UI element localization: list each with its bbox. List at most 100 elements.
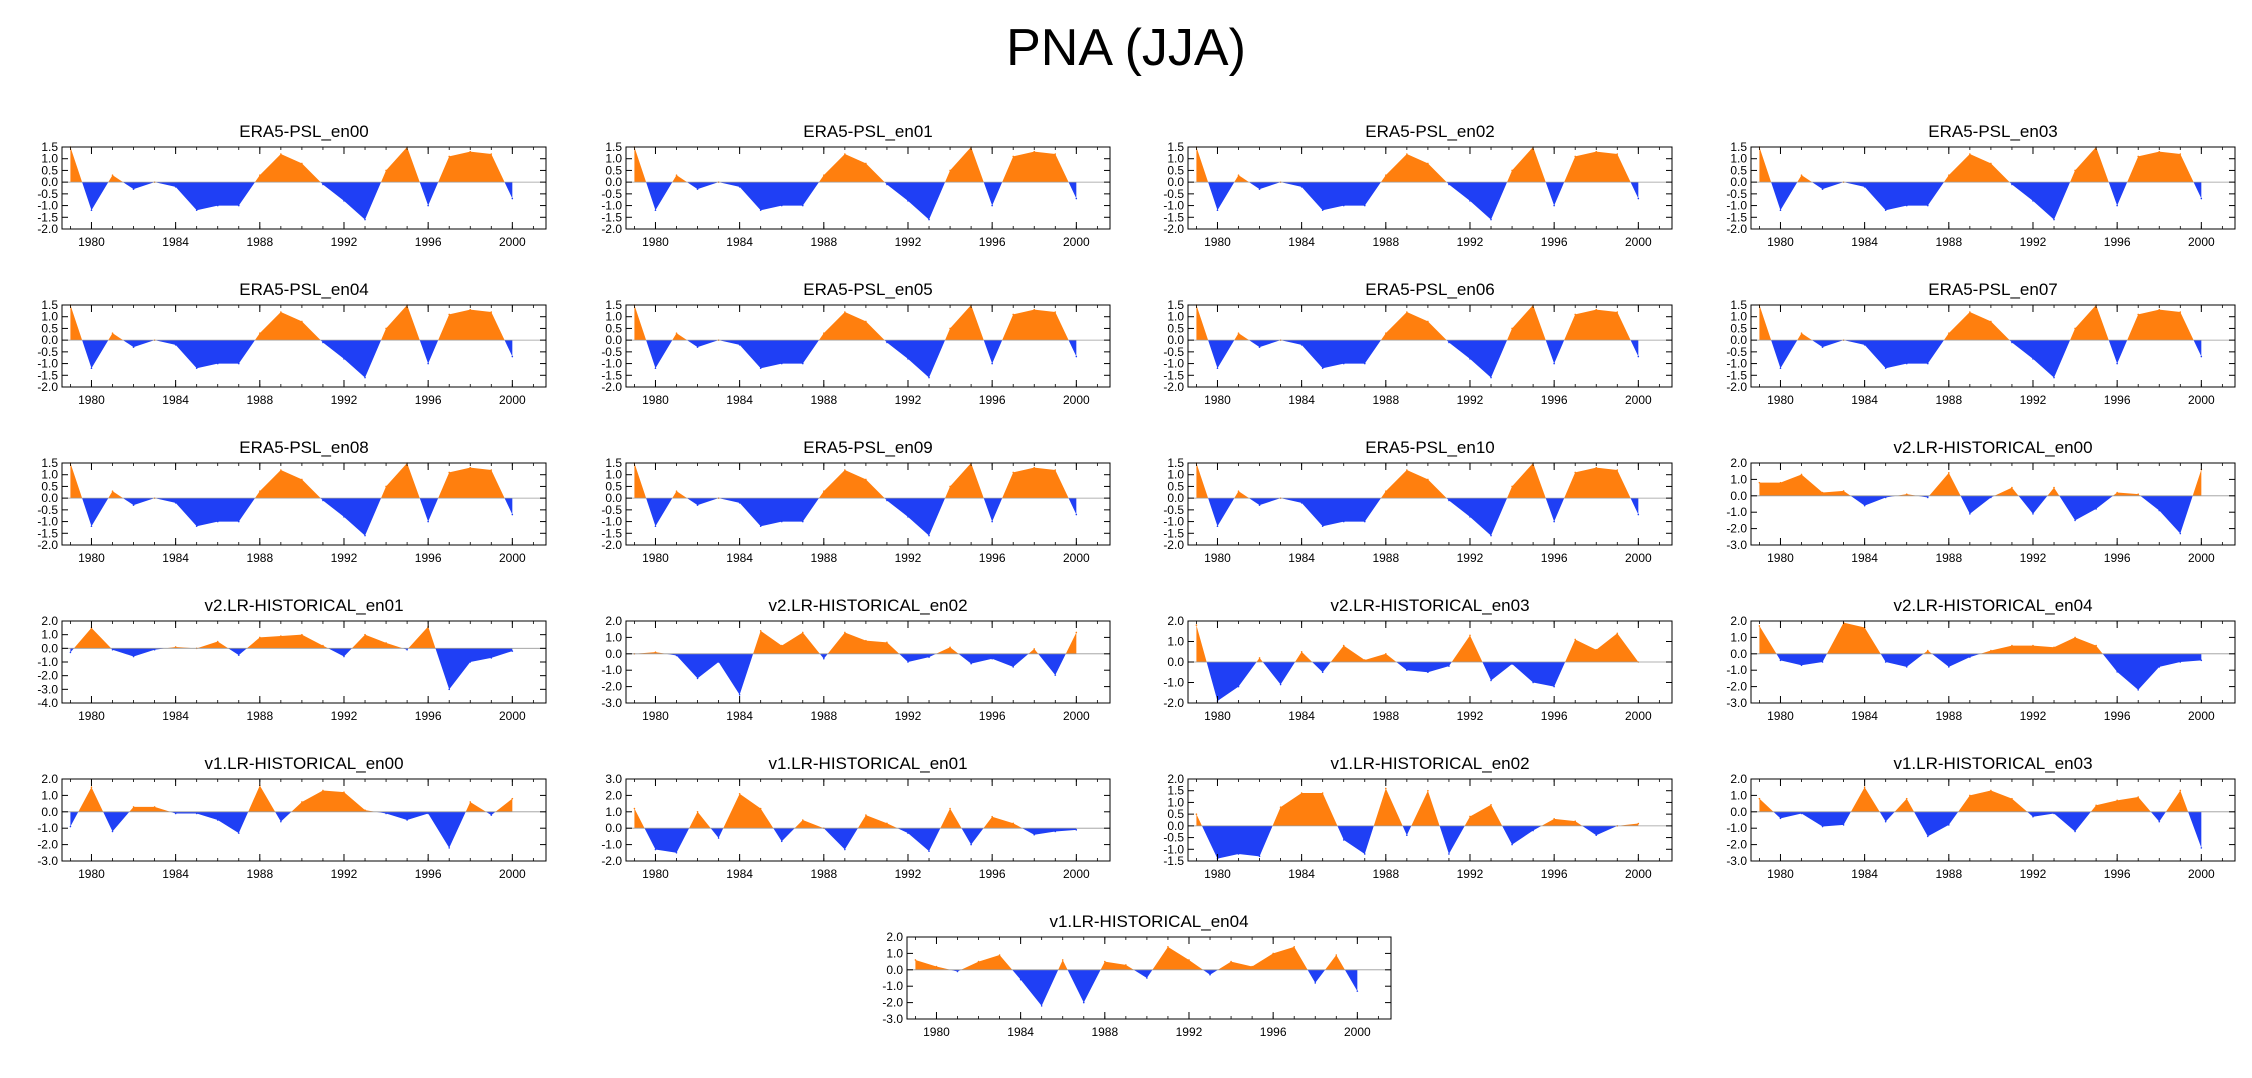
data-point [759,367,762,370]
data-point [654,848,657,851]
chart-title: ERA5-PSL_en04 [239,280,368,299]
x-tick-label: 1988 [810,393,837,407]
data-point [780,840,783,843]
data-point [1905,493,1908,495]
data-point [237,362,240,365]
data-point [1842,824,1845,826]
data-point [1800,473,1803,476]
y-tick-label: -2.0 [601,538,622,552]
data-point [823,490,825,492]
data-point [2158,150,2161,153]
data-point [738,186,741,188]
data-point [111,174,114,176]
data-point [907,358,909,360]
y-tick-label: -3.0 [37,854,58,868]
x-tick-label: 1996 [2104,867,2131,881]
y-tick-label: 2.0 [1167,772,1184,786]
data-point [322,183,324,186]
y-tick-label: 2.0 [41,614,58,628]
x-tick-label: 2000 [2188,235,2215,249]
data-point [1448,853,1450,855]
data-point [1012,155,1014,158]
data-point [2116,204,2118,207]
x-tick-label: 1996 [415,393,442,407]
data-point [174,812,177,815]
y-tick-label: -0.5 [601,503,622,517]
chart-title: v2.LR-HISTORICAL_en01 [204,596,403,615]
x-tick-label: 1988 [1372,867,1399,881]
data-point [2074,636,2076,639]
x-tick-label: 2000 [1625,393,1652,407]
x-tick-label: 1980 [1767,235,1794,249]
data-point [2074,169,2076,172]
data-point [343,655,345,658]
data-point [132,188,135,190]
x-tick-label: 2000 [2188,867,2215,881]
chart-panel: 2.01.00.0-1.0-2.0-3.0-4.0 1980 1984 1988 199… [37,596,547,723]
chart-title: v1.LR-HISTORICAL_en00 [204,754,403,773]
data-point [280,635,282,637]
data-point [928,850,930,852]
data-point [949,485,951,488]
data-point [1821,346,1824,348]
data-point [998,954,1001,956]
negative-anomaly-area [70,648,513,690]
data-point [928,376,930,379]
data-point [2074,830,2076,833]
y-tick-label: 0.5 [1730,321,1747,335]
data-point [935,965,938,968]
y-tick-label: 0.5 [605,479,622,493]
data-point [301,633,303,636]
data-point [1595,308,1598,311]
negative-anomaly-area [1759,653,2202,690]
data-point [907,832,909,834]
x-tick-label: 1988 [1935,709,1962,723]
data-point [364,633,366,636]
data-point [1385,490,1387,492]
data-point [2095,804,2097,807]
data-point [322,789,324,792]
y-tick-label: -1.5 [601,368,622,382]
data-point [675,174,678,176]
x-tick-label: 1988 [810,235,837,249]
data-point [174,344,177,346]
data-point [1125,964,1127,966]
data-point [1195,624,1198,626]
y-tick-label: 1.5 [1730,298,1747,312]
y-tick-label: 0.5 [1730,163,1747,177]
data-point [886,822,888,825]
negative-anomaly-area [70,340,513,378]
chart-title: v2.LR-HISTORICAL_en04 [1893,596,2092,615]
positive-anomaly-area [1196,625,1639,662]
chart-title: v1.LR-HISTORICAL_en01 [768,754,967,773]
data-point [696,188,699,190]
chart-title: ERA5-PSL_en01 [803,122,932,141]
data-point [801,204,804,207]
x-tick-label: 1984 [726,867,753,881]
y-tick-label: 1.5 [605,298,622,312]
x-tick-label: 1980 [1767,709,1794,723]
y-tick-label: 1.0 [1167,310,1184,324]
x-tick-label: 2000 [2188,709,2215,723]
data-point [1448,183,1450,186]
x-tick-label: 1984 [1288,867,1315,881]
x-tick-label: 2000 [1063,235,1090,249]
y-tick-label: -1.0 [1726,505,1747,519]
chart-title: v1.LR-HISTORICAL_en04 [1049,912,1248,931]
y-tick-label: 1.0 [886,946,903,960]
data-point [2116,671,2118,673]
data-point [1758,625,1761,627]
y-tick-label: 1.5 [1730,140,1747,154]
x-tick-label: 1992 [331,235,358,249]
plot-frame [61,620,547,704]
x-tick-label: 1988 [246,393,273,407]
data-point [738,344,741,346]
data-point [1905,666,1908,668]
data-point [1427,671,1429,674]
y-tick-label: -3.0 [1726,854,1747,868]
data-point [1574,638,1576,641]
y-tick-label: 1.0 [605,310,622,324]
data-point [364,376,366,379]
data-point [2179,532,2182,535]
data-point [216,819,219,821]
